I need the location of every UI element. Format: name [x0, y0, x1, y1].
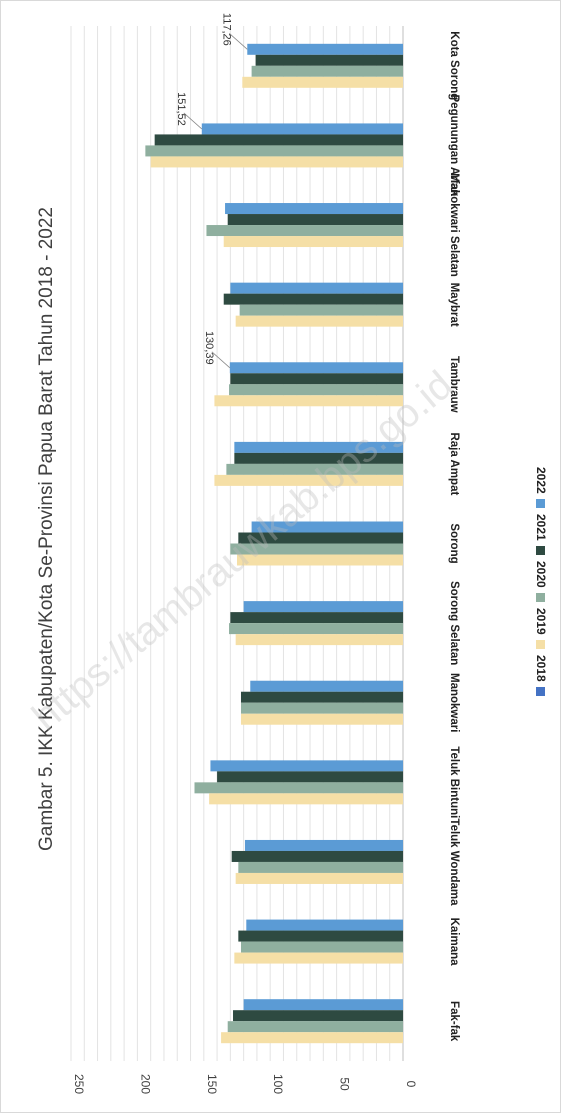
bar-2021 — [240, 691, 403, 703]
bar-2020 — [230, 543, 403, 555]
category-label: Manokwari Selatan — [448, 173, 460, 277]
bar-2022 — [247, 43, 403, 55]
bar-2019 — [235, 315, 403, 327]
bar-2021 — [233, 1010, 403, 1022]
value-tick-label: 200 — [138, 1074, 152, 1094]
bar-2022 — [230, 282, 403, 294]
bar-2020 — [145, 145, 404, 157]
labels-layer: 130,39 151,52 117,26 — [175, 13, 248, 369]
legend-label: 2021 — [534, 514, 548, 541]
bar-2020 — [206, 225, 403, 237]
bar-2021 — [230, 612, 403, 624]
bar-2021 — [217, 771, 403, 783]
bar-2021 — [223, 293, 403, 305]
bar-2019 — [237, 554, 403, 566]
legend-label: 2020 — [534, 561, 548, 588]
bar-2022 — [250, 680, 403, 692]
bar-2019 — [150, 156, 403, 168]
bar-2022 — [243, 601, 403, 613]
bar-2021 — [230, 373, 403, 385]
bar-2019 — [240, 713, 403, 725]
category-label: Raja Ampat — [448, 432, 460, 495]
bar-2019 — [234, 952, 403, 964]
bar-2020 — [229, 384, 403, 396]
bar-2022 — [234, 441, 403, 453]
bar-2019 — [214, 474, 403, 486]
bar-2021 — [231, 850, 403, 862]
bar-2022 — [229, 362, 403, 374]
legend-label: 2018 — [534, 655, 548, 682]
bar-2021 — [227, 214, 403, 226]
bar-2020 — [240, 702, 403, 714]
bar-2020 — [226, 463, 403, 475]
category-label: Kaimana — [448, 918, 460, 967]
bar-2022 — [225, 203, 403, 215]
bar-2019 — [209, 793, 403, 805]
bar-2022 — [201, 123, 403, 135]
bar-2020 — [240, 941, 403, 953]
value-tick-label: 250 — [72, 1074, 86, 1094]
bar-2021 — [154, 134, 403, 146]
value-label-leader — [229, 33, 248, 50]
value-label: 117,26 — [220, 13, 232, 46]
category-label: Teluk Bintuni — [448, 746, 460, 818]
bar-2021 — [238, 930, 403, 942]
legend-swatch-2021 — [536, 546, 545, 555]
value-label: 130,39 — [203, 331, 215, 365]
bar-2020 — [194, 782, 403, 794]
category-label: Tambrauw — [448, 356, 460, 413]
value-tick-label: 100 — [271, 1074, 285, 1094]
category-label: Teluk Wondama — [448, 818, 460, 906]
legend-swatch-2022 — [536, 499, 545, 508]
legend: 2018 2019 2020 2021 2022 — [534, 467, 548, 696]
bar-2021 — [238, 532, 403, 544]
bar-2019 — [235, 872, 403, 884]
legend-swatch-2020 — [536, 593, 545, 602]
value-tick-label: 0 — [404, 1081, 418, 1088]
bar-2019 — [221, 1032, 403, 1044]
legend-swatch-2019 — [536, 640, 545, 649]
bar-2020 — [238, 861, 403, 873]
category-label: Kota Sorong — [448, 31, 460, 100]
bar-2019 — [242, 76, 403, 88]
legend-label: 2022 — [534, 467, 548, 494]
value-label-leader — [211, 351, 231, 369]
legend-label: 2019 — [534, 608, 548, 635]
category-label: Pegunungan Arfak — [448, 95, 460, 197]
bars-layer — [145, 43, 404, 1044]
value-tick-label: 50 — [338, 1077, 352, 1091]
category-label: Sorong — [448, 523, 460, 563]
bar-2020 — [229, 623, 403, 635]
value-label: 151,52 — [175, 92, 187, 126]
bar-2021 — [234, 452, 403, 464]
bar-2022 — [244, 839, 403, 851]
value-tick-label: 150 — [205, 1074, 219, 1094]
category-label: Sorong Selatan — [448, 581, 460, 665]
bar-2022 — [210, 760, 403, 772]
bar-2020 — [239, 304, 403, 316]
value-axis-ticks: 0 50 100 150 200 250 — [72, 1074, 418, 1094]
legend-swatch-2018 — [536, 687, 545, 696]
bar-2020 — [251, 65, 403, 77]
category-label: Fak-fak — [448, 1001, 460, 1042]
bar-2022 — [243, 999, 403, 1011]
bar-2020 — [227, 1021, 403, 1033]
chart-title: Gambar 5. IKK Kabupaten/Kota Se-Provinsi… — [36, 207, 57, 851]
bar-2022 — [246, 919, 403, 931]
bar-2019 — [235, 634, 403, 646]
bar-2019 — [223, 236, 403, 248]
category-label: Manokwari — [448, 673, 460, 732]
category-label: Maybrat — [448, 283, 460, 327]
bar-2019 — [214, 395, 403, 407]
bar-2022 — [251, 521, 403, 533]
value-label-leader — [183, 112, 203, 130]
bar-2021 — [255, 54, 403, 66]
